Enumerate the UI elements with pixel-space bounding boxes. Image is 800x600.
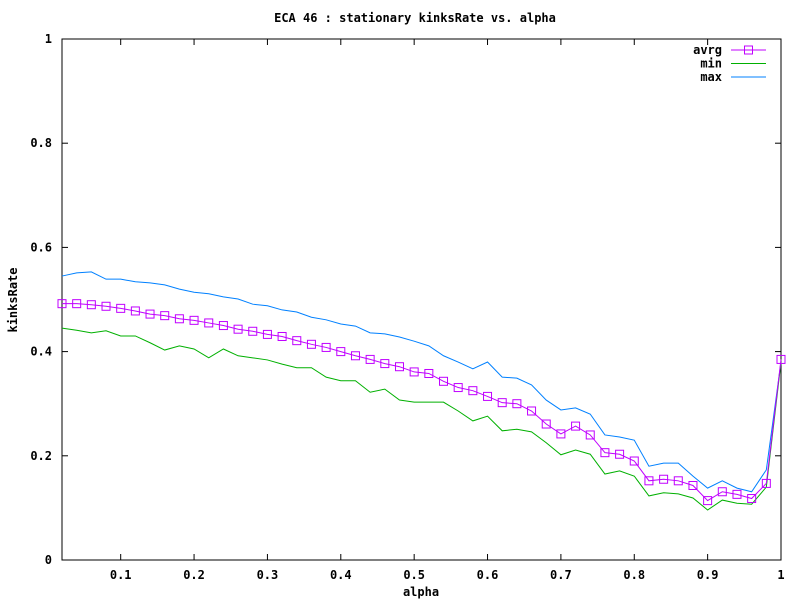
y-tick-label: 0.4 xyxy=(30,345,52,359)
data-point-avrg xyxy=(262,329,272,339)
y-tick-label: 0.8 xyxy=(30,136,52,150)
data-point-avrg xyxy=(717,487,727,497)
data-point-avrg xyxy=(776,354,786,364)
data-point-avrg xyxy=(453,383,463,393)
data-point-avrg xyxy=(218,321,228,331)
data-point-avrg xyxy=(644,476,654,486)
data-point-avrg xyxy=(380,359,390,369)
x-tick-label: 0.4 xyxy=(330,568,352,582)
y-tick-label: 1 xyxy=(45,32,52,46)
y-tick-label: 0 xyxy=(45,553,52,567)
legend-label-max: max xyxy=(700,70,722,84)
data-point-avrg xyxy=(160,311,170,321)
data-point-avrg xyxy=(688,480,698,490)
data-point-avrg xyxy=(189,315,199,325)
x-tick-label: 0.9 xyxy=(697,568,719,582)
data-point-avrg xyxy=(761,478,771,488)
data-point-avrg xyxy=(747,494,757,504)
data-point-avrg xyxy=(86,300,96,310)
data-point-avrg xyxy=(556,429,566,439)
chart-title: ECA 46 : stationary kinksRate vs. alpha xyxy=(274,11,556,25)
data-point-avrg xyxy=(541,419,551,429)
data-point-avrg xyxy=(497,398,507,408)
x-tick-label: 1 xyxy=(777,568,784,582)
data-point-avrg xyxy=(204,318,214,328)
legend-label-avrg: avrg xyxy=(693,43,722,57)
data-point-avrg xyxy=(72,299,82,309)
data-point-avrg xyxy=(483,391,493,401)
y-tick-label: 0.6 xyxy=(30,240,52,254)
data-point-avrg xyxy=(174,314,184,324)
legend-label-min: min xyxy=(700,57,722,71)
data-point-avrg xyxy=(571,421,581,431)
y-axis-label: kinksRate xyxy=(6,267,20,332)
x-tick-label: 0.2 xyxy=(183,568,205,582)
data-point-avrg xyxy=(673,476,683,486)
data-point-avrg xyxy=(57,299,67,309)
x-tick-label: 0.5 xyxy=(403,568,425,582)
data-point-avrg xyxy=(248,326,258,336)
data-point-avrg xyxy=(394,362,404,372)
data-point-avrg xyxy=(585,430,595,440)
data-point-avrg xyxy=(306,339,316,349)
data-point-avrg xyxy=(512,399,522,409)
x-tick-label: 0.6 xyxy=(477,568,499,582)
x-axis-label: alpha xyxy=(403,585,439,599)
x-tick-label: 0.3 xyxy=(257,568,279,582)
series-line-max xyxy=(61,271,782,493)
x-tick-label: 0.8 xyxy=(623,568,645,582)
data-point-avrg xyxy=(321,342,331,352)
data-point-avrg xyxy=(116,303,126,313)
data-point-avrg xyxy=(292,336,302,346)
data-point-avrg xyxy=(277,331,287,341)
data-point-avrg xyxy=(424,368,434,378)
data-point-avrg xyxy=(659,474,669,484)
legend-marker-avrg xyxy=(744,45,753,55)
data-point-avrg xyxy=(615,449,625,459)
data-point-avrg xyxy=(130,306,140,316)
x-tick-label: 0.7 xyxy=(550,568,572,582)
data-point-avrg xyxy=(468,386,478,396)
plot-frame xyxy=(61,38,782,561)
y-tick-label: 0.2 xyxy=(30,449,52,463)
data-point-avrg xyxy=(732,489,742,499)
data-point-avrg xyxy=(409,367,419,377)
series-line-avrg xyxy=(62,303,782,502)
data-point-avrg xyxy=(703,496,713,506)
x-tick-label: 0.1 xyxy=(110,568,132,582)
data-point-avrg xyxy=(600,448,610,458)
data-point-avrg xyxy=(527,406,537,416)
data-point-avrg xyxy=(350,351,360,361)
data-point-avrg xyxy=(336,347,346,357)
data-point-avrg xyxy=(439,376,449,386)
data-point-avrg xyxy=(145,309,155,319)
data-point-avrg xyxy=(101,301,111,311)
data-point-avrg xyxy=(629,456,639,466)
data-point-avrg xyxy=(365,354,375,364)
series-line-min xyxy=(61,327,782,511)
data-point-avrg xyxy=(233,324,243,334)
